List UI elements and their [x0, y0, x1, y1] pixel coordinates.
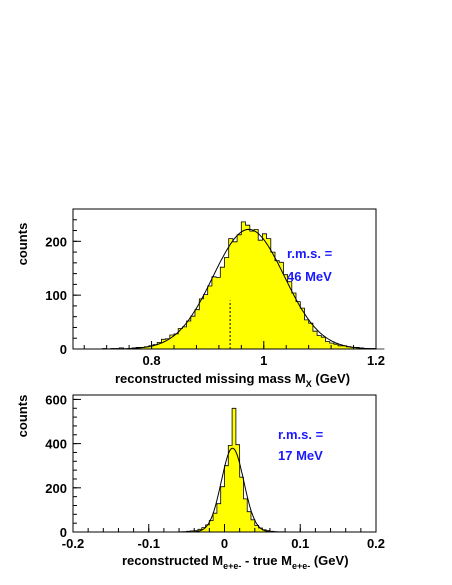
histogram-missing-mass — [73, 221, 385, 350]
y-axis-label-missing-mass: counts — [15, 223, 30, 266]
rms-value-missing-mass: 46 MeV — [287, 269, 332, 284]
histogram-mass-resolution — [178, 407, 286, 533]
rms-value-mass-resolution: 17 MeV — [278, 448, 323, 463]
y-axis-label-mass-resolution: counts — [15, 395, 30, 438]
fit-curve — [182, 447, 284, 533]
x-tick-label: 0.1 — [291, 536, 309, 551]
y-tick-label: 200 — [45, 481, 67, 496]
y-tick-label: 0 — [60, 342, 67, 357]
axis-ticks-missing-mass: 0.8 1 1.2 0 100 200 — [45, 208, 385, 368]
fit-curve — [88, 228, 376, 350]
y-tick-label: 0 — [60, 525, 67, 540]
axis-ticks-mass-resolution: -0.2 -0.1 0 0.1 0.2 0 200 400 600 — [45, 392, 385, 551]
plot-frame-missing-mass — [72, 208, 377, 350]
x-tick-label: 0.8 — [143, 353, 161, 368]
x-axis-label-missing-mass: reconstructed missing mass MX (GeV) — [115, 371, 350, 389]
x-tick-label: 1 — [260, 353, 267, 368]
histogram-bars — [178, 407, 286, 533]
y-tick-label: 100 — [45, 288, 67, 303]
y-tick-label: 600 — [45, 392, 67, 407]
x-tick-label: 0.2 — [367, 536, 385, 551]
y-tick-label: 200 — [45, 234, 67, 249]
panel-missing-mass: 0.8 1 1.2 0 100 200 counts reconstructed miss… — [15, 208, 385, 389]
gaussian-fit-missing-mass — [88, 228, 376, 350]
x-tick-label: 1.2 — [367, 353, 385, 368]
y-tick-label: 400 — [45, 437, 67, 452]
histogram-bars — [73, 221, 385, 350]
x-tick-label: -0.2 — [62, 536, 84, 551]
rms-label-missing-mass: r.m.s. = — [287, 246, 333, 261]
x-tick-label: 0 — [221, 536, 228, 551]
x-tick-label: -0.1 — [138, 536, 160, 551]
x-axis-label-mass-resolution: reconstructed Me+e- - true Me+e- (GeV) — [122, 553, 349, 571]
panel-mass-resolution: -0.2 -0.1 0 0.1 0.2 0 200 400 600 counts reconst… — [15, 392, 385, 571]
rms-label-mass-resolution: r.m.s. = — [278, 427, 324, 442]
gaussian-fit-mass-resolution — [182, 447, 284, 533]
